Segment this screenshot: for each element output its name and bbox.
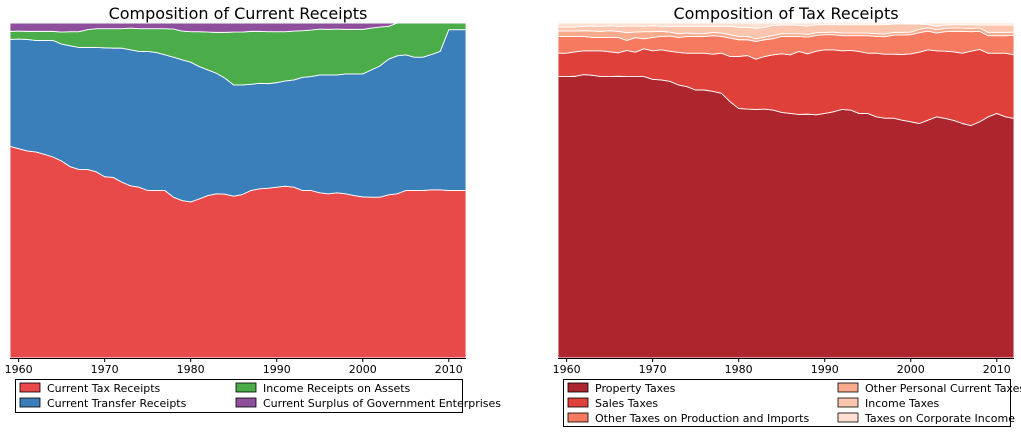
legend-swatch-income-receipts-on-assets [235, 382, 257, 393]
legend-frame [563, 379, 1011, 427]
legend-swatch-current-transfer-receipts [19, 397, 41, 408]
legend-label-other-personal-current-taxes: Other Personal Current Taxes [865, 382, 1021, 395]
legend-label-sales-taxes: Sales Taxes [595, 397, 658, 410]
x-tick-label: 2010 [435, 363, 463, 376]
legend: Property Taxes Sales Taxes Other Taxes on … [563, 379, 1021, 427]
legend-swatch-property-taxes [567, 382, 589, 393]
chart-current-receipts: Composition of Current Receipts 1960 1970… [5, 4, 501, 413]
axes: 1960 1970 1980 1990 2000 2010 [553, 358, 1014, 376]
x-tick-label: 1980 [725, 363, 753, 376]
legend-swatch-income-taxes [837, 397, 859, 408]
area-layers [557, 22, 1015, 359]
legend-swatch-other-taxes-on-production-and-imports [567, 412, 589, 423]
legend-swatch-taxes-on-corporate-income [837, 412, 859, 423]
axes: 1960 1970 1980 1990 2000 2010 [5, 358, 466, 376]
x-tick-label: 1980 [177, 363, 205, 376]
legend-label-income-receipts-on-assets: Income Receipts on Assets [263, 382, 411, 395]
x-tick-label: 2000 [349, 363, 377, 376]
x-tick-label: 2000 [897, 363, 925, 376]
x-tick-label: 2010 [983, 363, 1011, 376]
legend-swatch-sales-taxes [567, 397, 589, 408]
legend-swatch-current-tax-receipts [19, 382, 41, 393]
legend-swatch-current-surplus-of-government-enterprises [235, 397, 257, 408]
x-tick-label: 1990 [811, 363, 839, 376]
x-tick-label: 1960 [553, 363, 581, 376]
legend-label-property-taxes: Property Taxes [595, 382, 676, 395]
area-taxes-on-corporate-income [557, 22, 1015, 29]
legend-label-current-surplus-of-government-enterprises: Current Surplus of Government Enterprise… [263, 397, 501, 410]
legend-swatch-other-personal-current-taxes [837, 382, 859, 393]
legend: Current Tax Receipts Current Transfer Rec… [15, 379, 501, 413]
legend-label-taxes-on-corporate-income: Taxes on Corporate Income [864, 412, 1015, 425]
chart-title: Composition of Tax Receipts [673, 4, 898, 23]
x-tick-label: 1970 [91, 363, 119, 376]
x-tick-label: 1970 [639, 363, 667, 376]
legend-label-income-taxes: Income Taxes [865, 397, 940, 410]
legend-label-current-transfer-receipts: Current Transfer Receipts [47, 397, 187, 410]
chart-tax-receipts: Composition of Tax Receipts 1960 1970 1980… [553, 4, 1021, 427]
area-current-surplus-of-government-enterprises [9, 22, 467, 33]
legend-label-current-tax-receipts: Current Tax Receipts [47, 382, 161, 395]
x-tick-label: 1990 [263, 363, 291, 376]
legend-label-other-taxes-on-production-and-imports: Other Taxes on Production and Imports [595, 412, 809, 425]
area-layers [9, 22, 467, 359]
chart-title: Composition of Current Receipts [109, 4, 368, 23]
x-tick-label: 1960 [5, 363, 33, 376]
